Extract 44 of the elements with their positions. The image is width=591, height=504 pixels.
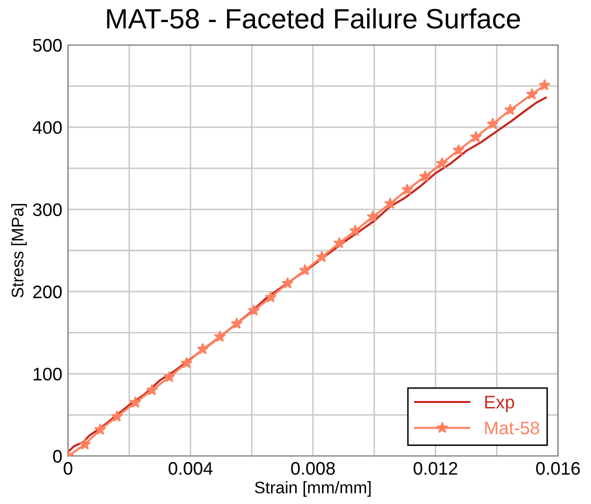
x-axis-title: Strain [mm/mm] [254, 481, 371, 497]
point [299, 264, 312, 276]
point [282, 277, 294, 289]
point [401, 183, 414, 195]
point [436, 157, 448, 169]
point [419, 170, 432, 182]
point [333, 236, 346, 248]
x-tick-label: 0.004 [168, 462, 213, 475]
point [470, 130, 482, 142]
point [230, 317, 243, 329]
y-tick-label: 500 [33, 38, 62, 52]
point [94, 423, 106, 435]
y-tick-label: 100 [34, 368, 62, 381]
point [384, 197, 396, 209]
point [486, 118, 499, 130]
point [526, 88, 538, 100]
point [366, 210, 379, 222]
chart-title: MAT-58 - Faceted Failure Surface [107, 8, 520, 29]
point [111, 410, 123, 422]
x-tick-label: 0.016 [536, 462, 580, 475]
point [163, 370, 176, 382]
x-tick-label: 0.008 [291, 462, 335, 475]
point [214, 330, 226, 342]
y-tick-label: 200 [33, 286, 62, 298]
x-tick-label: 0.012 [414, 462, 458, 475]
y-axis-title: Stress [MPa] [11, 204, 27, 298]
y-tick-label: 300 [33, 203, 62, 216]
point [180, 356, 192, 368]
point [504, 104, 516, 116]
point [538, 79, 551, 90]
legend-label: Exp [485, 396, 514, 412]
point [78, 438, 91, 450]
point [146, 384, 158, 396]
point [196, 342, 209, 354]
point [248, 304, 260, 316]
point [316, 250, 328, 262]
y-tick-label: 0 [53, 450, 62, 463]
point [349, 224, 362, 236]
point [452, 144, 464, 156]
x-tick-label: 0 [64, 462, 72, 475]
y-tick-label: 400 [32, 121, 62, 134]
point [129, 396, 142, 408]
legend-label: Mat-58 [485, 422, 540, 434]
point [264, 291, 277, 303]
